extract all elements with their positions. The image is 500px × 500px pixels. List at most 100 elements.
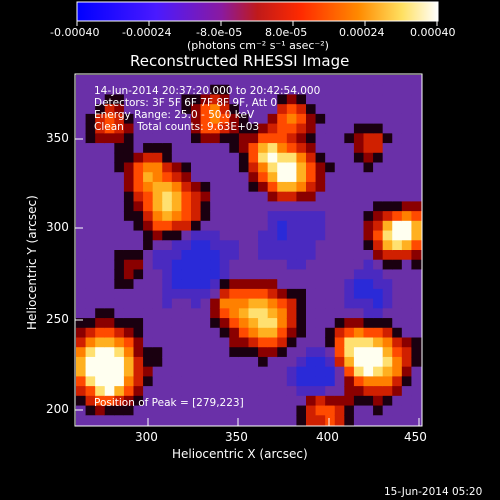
heatmap-cell bbox=[123, 327, 135, 339]
heatmap-cell bbox=[325, 395, 336, 407]
heatmap-cell bbox=[315, 172, 326, 183]
heatmap-cell bbox=[382, 162, 393, 173]
heatmap-cell bbox=[123, 259, 135, 271]
heatmap-cell bbox=[401, 405, 413, 416]
heatmap-cell bbox=[114, 269, 125, 280]
heatmap-cell bbox=[248, 279, 259, 290]
heatmap-cell bbox=[315, 395, 326, 407]
heatmap-cell bbox=[114, 327, 125, 339]
heatmap-cell bbox=[325, 104, 336, 115]
heatmap-cell bbox=[344, 220, 355, 232]
heatmap-cell bbox=[104, 75, 115, 86]
heatmap-cell bbox=[85, 250, 96, 261]
heatmap-cell bbox=[95, 415, 106, 426]
heatmap-cell bbox=[411, 191, 422, 202]
heatmap-cell bbox=[210, 191, 221, 202]
heatmap-cell bbox=[162, 405, 173, 416]
heatmap-cell bbox=[219, 386, 230, 397]
heatmap-cell bbox=[123, 386, 135, 397]
heatmap-cell bbox=[143, 318, 154, 329]
heatmap-cell bbox=[411, 123, 422, 134]
heatmap-cell bbox=[133, 162, 144, 173]
heatmap-cell bbox=[344, 94, 355, 105]
heatmap-cell bbox=[267, 376, 278, 387]
heatmap-cell bbox=[258, 230, 269, 241]
heatmap-cell bbox=[76, 395, 87, 407]
heatmap-cell bbox=[286, 269, 298, 280]
heatmap-cell bbox=[229, 279, 240, 290]
heatmap-cell bbox=[162, 75, 173, 86]
heatmap-cell bbox=[401, 308, 413, 319]
heatmap-cell bbox=[344, 152, 355, 164]
heatmap-cell bbox=[334, 201, 345, 212]
heatmap-cell bbox=[277, 230, 288, 241]
heatmap-cell bbox=[133, 191, 144, 202]
heatmap-cell bbox=[210, 337, 221, 348]
heatmap-cell bbox=[219, 133, 230, 144]
heatmap-cell bbox=[229, 308, 240, 319]
heatmap-cell bbox=[248, 415, 259, 426]
heatmap-cell bbox=[277, 337, 288, 348]
heatmap-cell bbox=[401, 181, 413, 193]
heatmap-cell bbox=[315, 113, 326, 125]
heatmap-cell bbox=[286, 308, 298, 319]
heatmap-cell bbox=[353, 356, 365, 368]
heatmap-cell bbox=[373, 386, 384, 397]
heatmap-cell bbox=[191, 405, 202, 416]
heatmap-cell bbox=[162, 415, 173, 426]
heatmap-cell bbox=[248, 84, 259, 96]
heatmap-cell bbox=[277, 201, 288, 212]
heatmap-cell bbox=[171, 405, 183, 416]
heatmap-cell bbox=[200, 240, 211, 251]
heatmap-cell bbox=[219, 230, 230, 241]
heatmap-cell bbox=[219, 347, 230, 358]
heatmap-cell bbox=[325, 366, 336, 377]
heatmap-cell bbox=[382, 143, 393, 154]
heatmap-cell bbox=[133, 75, 144, 86]
heatmap-cell bbox=[85, 211, 96, 222]
heatmap-cell bbox=[325, 269, 336, 280]
plot-frame bbox=[74, 73, 423, 427]
heatmap-cell bbox=[306, 211, 317, 222]
heatmap-cell bbox=[382, 337, 393, 348]
heatmap-cell bbox=[133, 366, 144, 377]
heatmap-cell bbox=[200, 162, 211, 173]
heatmap-cell bbox=[353, 201, 365, 212]
heatmap-cell bbox=[152, 75, 163, 86]
heatmap-cell bbox=[123, 269, 135, 280]
heatmap-cell bbox=[382, 269, 393, 280]
heatmap-cell bbox=[315, 104, 326, 115]
heatmap-cell bbox=[401, 211, 413, 222]
heatmap-cell bbox=[334, 366, 345, 377]
heatmap-cell bbox=[373, 75, 384, 86]
heatmap-cell bbox=[277, 405, 288, 416]
heatmap-cell bbox=[248, 259, 259, 271]
heatmap-cell bbox=[248, 318, 259, 329]
heatmap-cell bbox=[133, 143, 144, 154]
heatmap-cell bbox=[238, 279, 250, 290]
heatmap-cell bbox=[401, 220, 413, 232]
heatmap-cell bbox=[229, 230, 240, 241]
heatmap-cell bbox=[353, 259, 365, 271]
heatmap-cell bbox=[344, 172, 355, 183]
heatmap-cell bbox=[267, 123, 278, 134]
cb-tick-label-5: 0.00040 bbox=[410, 26, 456, 39]
heatmap-cell bbox=[181, 250, 192, 261]
heatmap-cell bbox=[95, 230, 106, 241]
heatmap-cell bbox=[162, 337, 173, 348]
heatmap-cell bbox=[392, 84, 403, 96]
heatmap-cell bbox=[286, 123, 298, 134]
heatmap-cell bbox=[344, 288, 355, 300]
heatmap-cell bbox=[296, 356, 307, 368]
heatmap-cell bbox=[95, 75, 106, 86]
heatmap-cell bbox=[123, 308, 135, 319]
heatmap-cell bbox=[411, 94, 422, 105]
heatmap-cell bbox=[133, 123, 144, 134]
heatmap-cell bbox=[210, 113, 221, 125]
heatmap-cell bbox=[95, 386, 106, 397]
heatmap-cell bbox=[277, 395, 288, 407]
heatmap-cell bbox=[114, 123, 125, 134]
heatmap-cell bbox=[133, 288, 144, 300]
heatmap-cell bbox=[229, 220, 240, 232]
heatmap-cell bbox=[373, 308, 384, 319]
